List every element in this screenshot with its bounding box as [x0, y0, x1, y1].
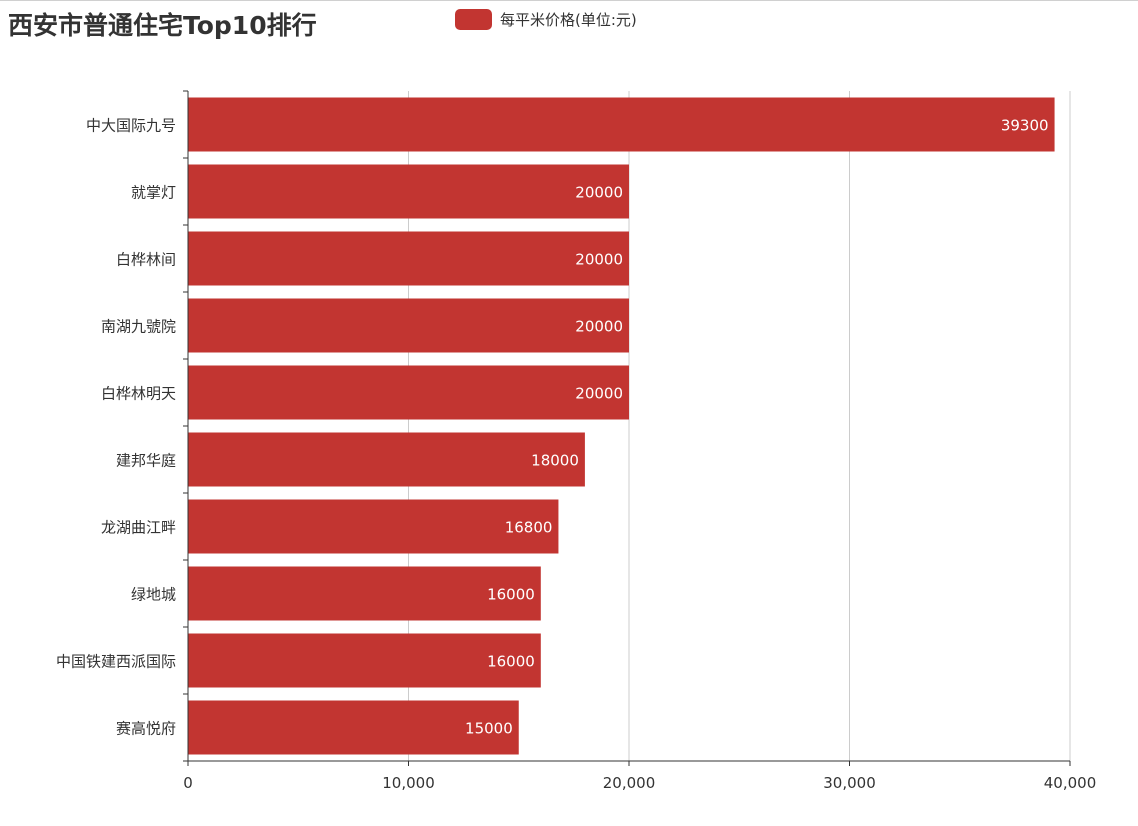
- top-divider: [0, 0, 1138, 1]
- category-label-4: 白桦林明天: [101, 385, 176, 403]
- category-label-3: 南湖九號院: [101, 318, 176, 336]
- legend-swatch: [455, 9, 492, 30]
- bar-value-label-8: 16000: [487, 653, 535, 671]
- x-tick-label-1: 10,000: [382, 774, 435, 792]
- legend-item[interactable]: 每平米价格(单位:元): [455, 9, 637, 30]
- bar-4[interactable]: [188, 365, 629, 420]
- bar-3[interactable]: [188, 298, 629, 353]
- x-tick-label-2: 20,000: [603, 774, 656, 792]
- bar-2[interactable]: [188, 231, 629, 286]
- bar-6[interactable]: [188, 499, 559, 554]
- bar-8[interactable]: [188, 633, 541, 688]
- category-label-6: 龙湖曲江畔: [101, 519, 176, 537]
- bar-1[interactable]: [188, 164, 629, 219]
- chart-title: 西安市普通住宅Top10排行: [8, 11, 317, 40]
- bar-value-label-1: 20000: [575, 184, 623, 202]
- x-tick-label-3: 30,000: [823, 774, 876, 792]
- bar-value-label-6: 16800: [505, 519, 553, 537]
- bar-7[interactable]: [188, 566, 541, 621]
- bar-5[interactable]: [188, 432, 585, 487]
- category-label-8: 中国铁建西派国际: [56, 653, 176, 671]
- x-tick-label-0: 0: [183, 774, 193, 792]
- bar-value-label-9: 15000: [465, 720, 513, 738]
- legend-label: 每平米价格(单位:元): [500, 11, 637, 29]
- x-tick-label-4: 40,000: [1044, 774, 1097, 792]
- bar-value-label-7: 16000: [487, 586, 535, 604]
- bar-value-label-4: 20000: [575, 385, 623, 403]
- bar-value-label-2: 20000: [575, 251, 623, 269]
- category-label-9: 赛高悦府: [116, 720, 176, 738]
- category-label-7: 绿地城: [131, 586, 176, 604]
- bar-9[interactable]: [188, 700, 519, 755]
- category-label-0: 中大国际九号: [86, 117, 176, 135]
- bar-value-label-5: 18000: [531, 452, 579, 470]
- bar-value-label-0: 39300: [1001, 117, 1049, 135]
- bar-0[interactable]: [188, 97, 1055, 152]
- category-label-5: 建邦华庭: [116, 452, 176, 470]
- category-label-1: 就掌灯: [131, 184, 176, 202]
- bar-value-label-3: 20000: [575, 318, 623, 336]
- category-label-2: 白桦林间: [116, 251, 176, 269]
